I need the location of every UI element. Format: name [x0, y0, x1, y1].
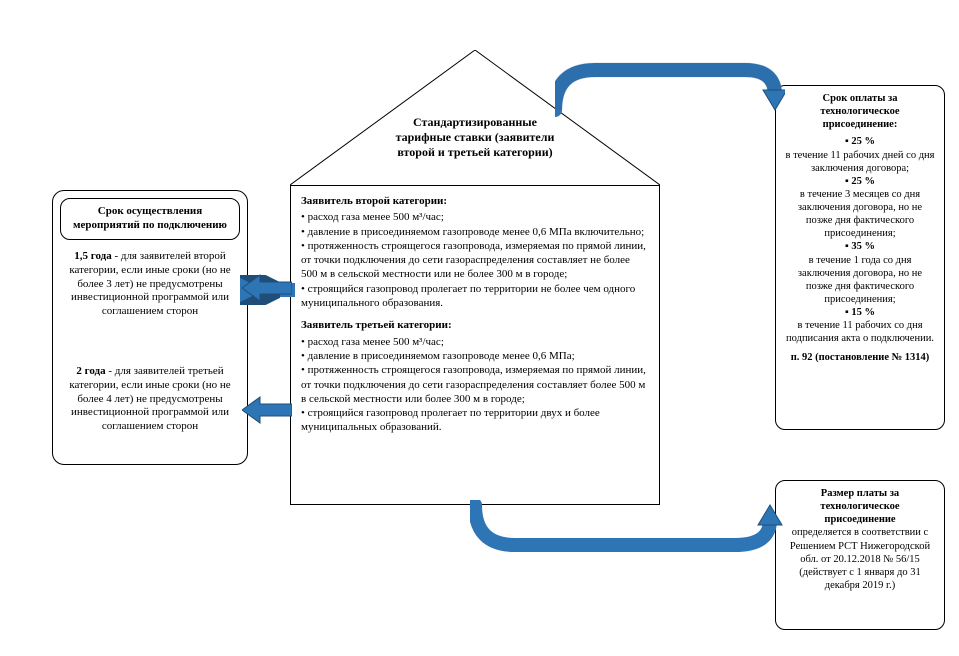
fee-size-box: Размер платы за технологическое присоеди…: [775, 480, 945, 630]
pay-txt: в течение 3 месяцев со дня заключения до…: [798, 189, 922, 239]
pay-item: ▪ 25 % в течение 3 месяцев со дня заключ…: [784, 175, 936, 241]
left-p1-lead: 1,5 года: [74, 250, 111, 262]
left-p2-lead: 2 года: [76, 365, 105, 377]
pay-terms-box: Срок оплаты за технологическое присоедин…: [775, 85, 945, 430]
pay-txt: в течение 11 рабочих со дня подписания а…: [786, 320, 934, 344]
left-header-box: Срок осуществления мероприятий по подклю…: [60, 198, 240, 240]
left-p2: 2 года - для заявителей третьей категори…: [60, 365, 240, 434]
list-item: строящийся газопровод пролегает по терри…: [301, 282, 649, 311]
title-line1: Стандартизированные: [413, 115, 537, 129]
pay-item: ▪ 25 % в течение 11 рабочих дней со дня …: [784, 135, 936, 174]
title-line2: тарифные ставки (заявители: [396, 130, 555, 144]
list-item: расход газа менее 500 м³/час;: [301, 210, 649, 224]
pay-pct: ▪ 15 %: [845, 307, 875, 318]
arrow-left-upper: [240, 275, 295, 305]
center-title: Стандартизированные тарифные ставки (зая…: [370, 115, 580, 160]
pay-terms-footer: п. 92 (постановление № 1314): [791, 352, 930, 363]
list-item: давление в присоединяемом газопроводе ме…: [301, 349, 649, 363]
list-item: давление в присоединяемом газопроводе ме…: [301, 225, 649, 239]
list-item: протяженность строящегося газопровода, и…: [301, 239, 649, 282]
cat3-list: расход газа менее 500 м³/час; давление в…: [301, 335, 649, 435]
pay-pct: ▪ 25 %: [845, 136, 875, 147]
list-item: протяженность строящегося газопровода, и…: [301, 363, 649, 406]
arrow-left-upper-shape: [242, 273, 292, 303]
pay-pct: ▪ 25 %: [845, 176, 875, 187]
arrow-top-right: [555, 55, 785, 125]
title-line3: второй и третьей категории): [397, 145, 552, 159]
list-item: строящийся газопровод пролегает по терри…: [301, 406, 649, 435]
arrow-left-lower-shape: [242, 395, 292, 425]
cat2-list: расход газа менее 500 м³/час; давление в…: [301, 210, 649, 310]
center-box: Заявитель второй категории: расход газа …: [290, 185, 660, 505]
fee-size-header: Размер платы за технологическое присоеди…: [820, 488, 899, 525]
pay-pct: ▪ 35 %: [845, 241, 875, 252]
cat3-header: Заявитель третьей категории:: [301, 318, 649, 332]
arrow-bottom-right: [470, 500, 785, 570]
left-p1: 1,5 года - для заявителей второй категор…: [60, 250, 240, 319]
fee-size-body: определяется в соответствии с Решением Р…: [790, 527, 930, 591]
pay-item: ▪ 15 % в течение 11 рабочих со дня подпи…: [784, 306, 936, 345]
pay-terms-header: Срок оплаты за технологическое присоедин…: [820, 93, 899, 130]
pay-txt: в течение 1 года со дня заключения догов…: [798, 255, 922, 305]
pay-item: ▪ 35 % в течение 1 года со дня заключени…: [784, 240, 936, 306]
list-item: расход газа менее 500 м³/час;: [301, 335, 649, 349]
left-header: Срок осуществления мероприятий по подклю…: [73, 205, 227, 231]
pay-txt: в течение 11 рабочих дней со дня заключе…: [786, 150, 935, 174]
cat2-header: Заявитель второй категории:: [301, 194, 649, 208]
